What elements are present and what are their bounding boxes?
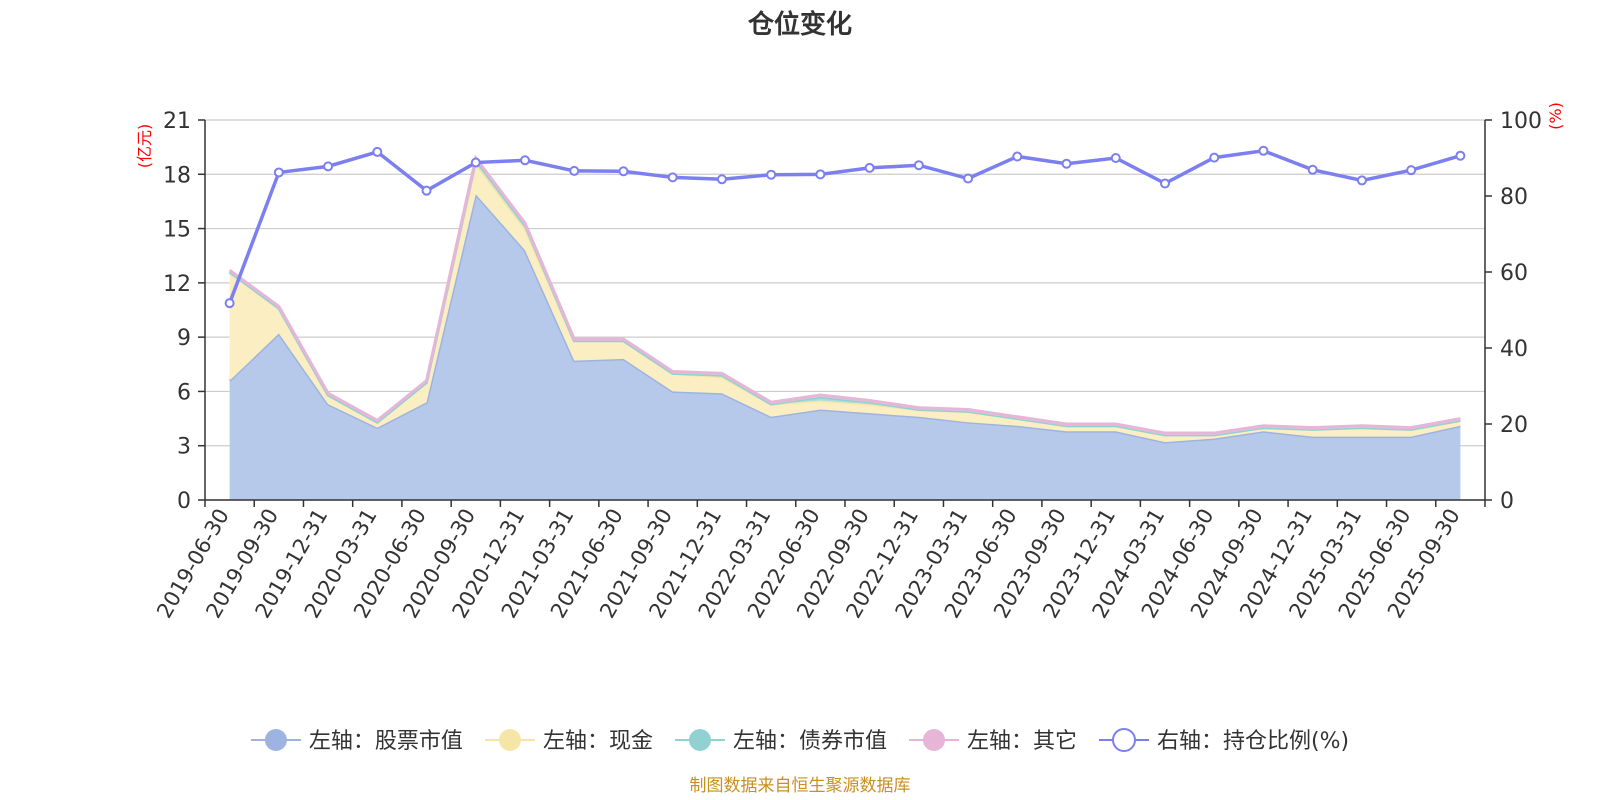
ratio-point	[913, 160, 924, 171]
ratio-point	[520, 155, 530, 166]
legend-item: 左轴：股票市值	[250, 729, 463, 754]
right-tick-label: 60	[1500, 261, 1528, 286]
area-edge-左轴：债券市值	[228, 156, 1461, 437]
ratio-point	[1258, 145, 1269, 156]
ratio-point	[1406, 165, 1417, 176]
legend-marker	[264, 729, 287, 751]
legend-label: 左轴：其它	[967, 729, 1077, 754]
ratio-point	[815, 169, 826, 180]
legend-label: 左轴：债券市值	[733, 729, 887, 754]
ratio-point	[1307, 164, 1318, 175]
ratio-point	[372, 146, 383, 157]
ratio-point	[470, 157, 481, 168]
area-左轴：股票市值	[229, 194, 1461, 500]
ratio-point	[421, 185, 432, 196]
legend-marker	[688, 729, 711, 751]
ratio-point	[618, 166, 629, 177]
legend-label: 左轴：股票市值	[309, 729, 463, 754]
ratio-point	[1012, 151, 1023, 162]
ratio-point	[224, 298, 235, 309]
ratio-point	[667, 172, 678, 183]
ratio-point	[273, 167, 284, 178]
ratio-point	[766, 169, 777, 180]
legend-item: 右轴：持仓比例(%)	[1098, 728, 1349, 754]
left-tick-label: 21	[163, 109, 191, 134]
ratio-point	[963, 173, 974, 184]
right-tick-label: 0	[1500, 489, 1514, 514]
ratio-point	[1110, 153, 1121, 163]
ratio-point	[1061, 158, 1072, 169]
axes: 0369121518210204060801002019-06-302019-0…	[152, 109, 1542, 622]
left-tick-label: 0	[177, 489, 191, 514]
left-tick-label: 3	[177, 435, 191, 460]
ratio-point	[1455, 150, 1466, 161]
legend-label: 左轴：现金	[543, 729, 653, 754]
ratio-point	[1160, 178, 1170, 189]
legend-item: 左轴：债券市值	[674, 729, 887, 754]
data-source-note: 制图数据来自恒生聚源数据库	[690, 776, 911, 796]
ratio-point	[1356, 175, 1367, 186]
legend-marker	[922, 729, 945, 751]
ratio-point	[864, 162, 875, 173]
left-tick-label: 15	[163, 218, 191, 243]
right-tick-label: 80	[1500, 185, 1528, 210]
ratio-point	[323, 161, 334, 172]
ratio-line	[227, 148, 1461, 304]
left-tick-label: 12	[163, 272, 191, 297]
ratio-line-series	[224, 145, 1466, 309]
legend-item: 左轴：其它	[908, 729, 1077, 754]
right-axis-unit: (%)	[1546, 102, 1565, 130]
area-edge-左轴：其它	[228, 154, 1461, 435]
right-tick-label: 100	[1500, 109, 1542, 134]
chart-title: 仓位变化	[747, 9, 852, 40]
ratio-point	[569, 165, 580, 176]
ratio-point	[716, 174, 727, 185]
area-左轴：现金	[229, 163, 1461, 443]
legend-marker	[1111, 728, 1136, 752]
right-tick-label: 40	[1500, 337, 1528, 362]
left-axis-unit: (亿元)	[135, 124, 154, 169]
right-tick-label: 20	[1500, 413, 1528, 438]
ratio-point	[1209, 152, 1220, 163]
left-tick-label: 6	[177, 380, 191, 405]
left-tick-label: 9	[177, 326, 191, 351]
legend-label: 右轴：持仓比例(%)	[1157, 729, 1349, 754]
legend: 左轴：股票市值 左轴：现金 左轴：债券市值 左轴：其它 右轴：持仓比例(%)	[250, 728, 1349, 754]
legend-item: 左轴：现金	[484, 729, 653, 754]
legend-marker	[498, 729, 521, 751]
left-tick-label: 18	[163, 163, 191, 188]
stacked-areas	[228, 154, 1461, 500]
